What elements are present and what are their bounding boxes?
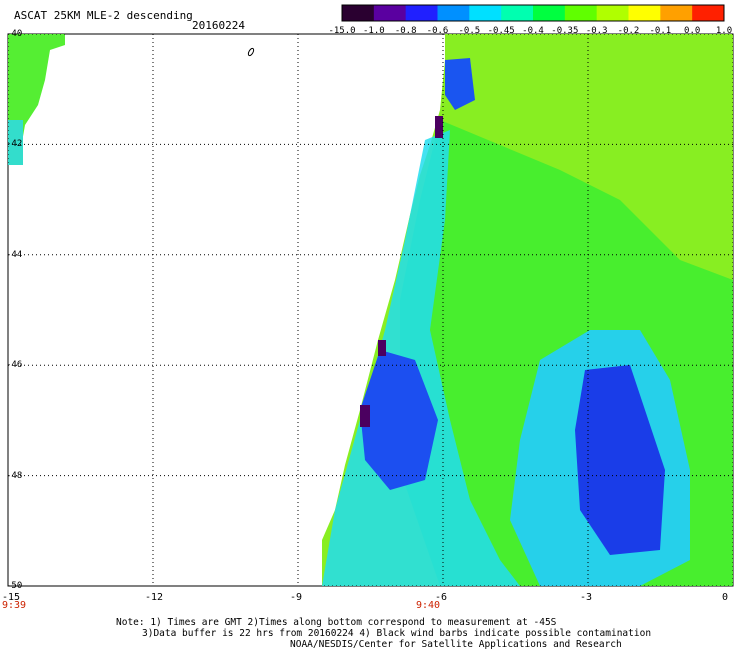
colorbar-swatch: [628, 5, 661, 21]
colorbar-tick-label: -0.35: [551, 26, 579, 36]
lat-label: -40: [6, 29, 23, 39]
colorbar-tick-label: -0.8: [394, 26, 417, 36]
colorbar-swatch: [342, 5, 375, 21]
gridlines: [7, 33, 734, 587]
colorbar-tick-label: 1.0: [715, 26, 733, 36]
lat-label: -42: [6, 139, 23, 150]
colorbar-tick-label: -0.6: [426, 26, 449, 36]
note-line-3: NOAA/NESDIS/Center for Satellite Applica…: [290, 639, 622, 650]
swath-nw-cyan: [8, 120, 23, 165]
colorbar-tick-label: -1.0: [362, 26, 385, 36]
lat-label: -48: [6, 470, 23, 481]
swath-purple-3: [360, 405, 370, 427]
colorbar-tick-label: -0.3: [585, 26, 608, 36]
colorbar-swatch: [692, 5, 725, 21]
lat-label: -44: [6, 249, 23, 260]
swath-blue-north: [445, 58, 475, 110]
lon-label: -12: [145, 592, 164, 603]
note-line-1: Note: 1) Times are GMT 2)Times along bot…: [116, 617, 557, 628]
colorbar-swatch: [660, 5, 693, 21]
swath-purple-2: [378, 340, 386, 356]
colorbar-swatch: [596, 5, 629, 21]
colorbar-swatch: [405, 5, 438, 21]
wind-map: [7, 33, 734, 587]
colorbar-swatch: [501, 5, 534, 21]
swath-blue-east: [575, 365, 665, 555]
colorbar-swatch: [437, 5, 470, 21]
swath-blue-west: [360, 350, 438, 490]
colorbar-tick-label: -0.45: [487, 26, 515, 36]
swath-purple-1: [435, 116, 443, 138]
colorbar-tick-label: -0.5: [458, 26, 481, 36]
lat-label: -50: [6, 581, 23, 591]
colorbar-tick-label: -0.1: [649, 26, 672, 36]
note-line-2: 3)Data buffer is 22 hrs from 20160224 4)…: [142, 628, 652, 639]
map-title: ASCAT 25KM MLE-2 descending: [14, 9, 193, 22]
island-outline: [247, 47, 255, 57]
lon-label: -6: [435, 592, 448, 603]
time-label-mid: 9:40: [416, 600, 441, 611]
time-label-left: 9:39: [2, 600, 27, 611]
colorbar-swatch: [373, 5, 407, 21]
lon-label: -9: [290, 592, 303, 603]
colorbar-tick-label: -15.0: [328, 26, 356, 36]
colorbar-swatch: [533, 5, 566, 21]
colorbar-border: [341, 4, 725, 22]
colorbar-tick-label: -0.2: [617, 26, 640, 36]
map-date: 20160224: [192, 19, 245, 32]
swath-cyan-west: [322, 130, 520, 586]
lon-label: 0: [722, 592, 729, 603]
lon-label: -15: [2, 592, 21, 603]
lat-label: -46: [6, 360, 23, 371]
colorbar-swatch: [469, 5, 502, 21]
lon-label: -3: [580, 592, 593, 603]
colorbar: [341, 4, 725, 22]
colorbar-tick-label: -0.4: [522, 26, 544, 36]
colorbar-swatch: [564, 5, 598, 21]
colorbar-tick-label: 0.0: [684, 26, 701, 36]
